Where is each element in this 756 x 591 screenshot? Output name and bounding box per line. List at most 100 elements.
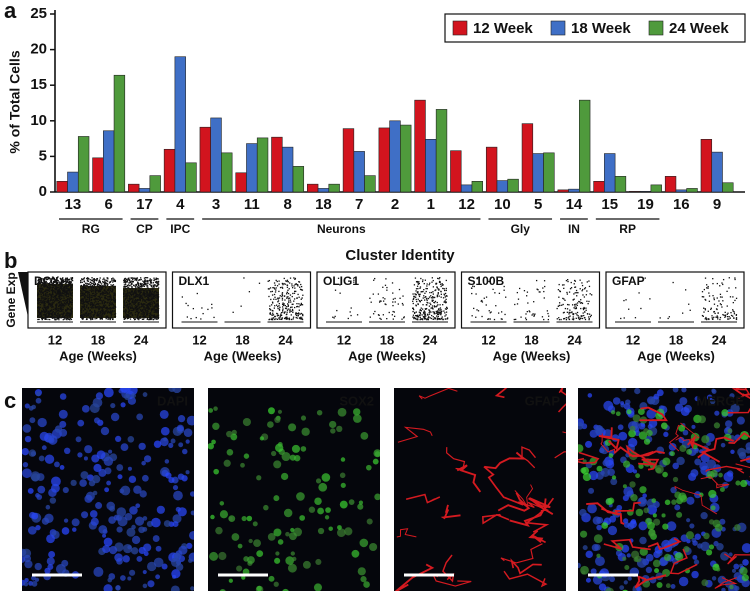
nucleus (96, 450, 106, 460)
sox2-cell (209, 551, 219, 561)
cell-dot (88, 293, 91, 295)
cell-dot (81, 291, 83, 293)
cell-dot (443, 294, 446, 296)
cell-dot (148, 308, 151, 310)
cell-dot (269, 312, 271, 314)
cell-dot (47, 287, 50, 289)
cell-dot (644, 277, 646, 279)
cell-dot (69, 301, 72, 303)
cell-dot (69, 289, 71, 291)
cell-dot (85, 291, 88, 294)
cell-dot (151, 302, 154, 304)
cell-dot (419, 316, 421, 319)
cell-dot (578, 316, 580, 318)
cell-dot (51, 296, 53, 298)
cell-dot (283, 295, 286, 297)
cell-dot (286, 286, 289, 288)
cell-dot (61, 279, 64, 281)
cell-dot (131, 313, 133, 316)
cell-dot (573, 307, 575, 309)
cell-dot (332, 316, 334, 318)
cell-dot (43, 314, 45, 316)
cell-dot (293, 298, 296, 300)
cell-dot (442, 287, 444, 290)
sox2-cell (676, 511, 683, 518)
cell-dot (485, 296, 488, 298)
cell-dot (47, 294, 49, 296)
cell-dot (83, 301, 86, 304)
nucleus (124, 512, 133, 521)
cell-dot (153, 302, 156, 304)
cell-dot (85, 284, 88, 286)
sox2-cell (662, 457, 671, 466)
cell-dot (146, 318, 148, 320)
cell-dot (94, 283, 96, 285)
cell-dot (45, 294, 47, 296)
cell-dot (155, 285, 157, 287)
cell-dot (137, 315, 139, 317)
cell-dot (287, 292, 290, 295)
cell-dot (732, 315, 734, 317)
sox2-cell (708, 519, 715, 525)
cell-dot (45, 313, 48, 315)
cell-dot (426, 313, 429, 316)
cell-dot (719, 316, 722, 319)
cell-dot (426, 301, 428, 304)
cell-dot (272, 317, 275, 319)
cell-dot (444, 296, 446, 298)
cell-dot (416, 280, 419, 283)
cell-dot (140, 284, 142, 286)
sox2-cell (740, 430, 749, 440)
gfap-fiber (557, 388, 566, 413)
gfap-fiber (727, 407, 750, 414)
cell-dot (108, 286, 110, 288)
cell-dot (55, 316, 57, 318)
cell-dot (104, 310, 106, 313)
nucleus (603, 400, 614, 411)
sox2-cell (610, 410, 616, 415)
cell-dot (154, 315, 156, 317)
gfap-fiber (669, 548, 698, 575)
cell-dot (63, 302, 66, 304)
cell-dot (558, 317, 560, 319)
cell-dot (111, 317, 113, 319)
cell-dot (80, 310, 82, 312)
cell-dot (414, 311, 416, 314)
cell-dot (136, 293, 139, 296)
cell-dot (37, 284, 40, 286)
cell-dot (258, 282, 261, 284)
cell-dot (112, 307, 114, 309)
cell-dot (151, 292, 153, 294)
cell-dot (181, 296, 184, 298)
cell-dot (140, 306, 143, 308)
bar (328, 183, 340, 193)
cell-dot (128, 277, 130, 279)
cell-dot (127, 317, 130, 319)
cell-dot (285, 307, 287, 310)
cell-dot (44, 313, 47, 316)
cell-dot (40, 277, 43, 280)
cell-dot (286, 303, 289, 305)
cell-dot (37, 292, 39, 294)
cell-dot (50, 289, 52, 291)
cell-dot (71, 307, 73, 310)
cell-dot (54, 309, 56, 311)
cell-dot (63, 300, 66, 302)
cell-dot (140, 317, 142, 319)
cell-dot (69, 293, 71, 295)
cell-dot (107, 278, 109, 280)
cell-dot (428, 309, 431, 311)
cell-dot (151, 288, 154, 291)
cell-dot (60, 281, 63, 283)
cell-dot (58, 305, 60, 308)
cell-dot (50, 283, 52, 286)
cell-dot (68, 298, 71, 300)
cell-dot (90, 310, 93, 313)
bar (579, 99, 591, 193)
cell-dot (728, 277, 730, 279)
sox2-cell (578, 444, 584, 453)
cell-dot (281, 292, 284, 294)
x-tick-label: 10 (494, 196, 511, 213)
cell-dot (291, 295, 293, 298)
nucleus (585, 440, 593, 448)
